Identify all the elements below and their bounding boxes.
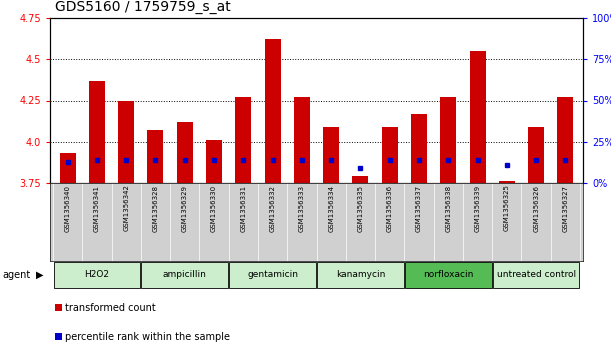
- Text: GSM1356339: GSM1356339: [475, 184, 481, 232]
- FancyBboxPatch shape: [229, 262, 316, 287]
- Text: GSM1356330: GSM1356330: [211, 184, 217, 232]
- Bar: [441, 97, 456, 183]
- Text: GSM1356327: GSM1356327: [563, 184, 568, 232]
- Bar: [469, 51, 486, 183]
- FancyBboxPatch shape: [405, 262, 492, 287]
- Text: GSM1356338: GSM1356338: [445, 184, 452, 232]
- Text: ampicillin: ampicillin: [163, 270, 207, 279]
- Text: transformed count: transformed count: [65, 303, 156, 313]
- Text: norfloxacin: norfloxacin: [423, 270, 474, 279]
- Text: GSM1356340: GSM1356340: [65, 184, 71, 232]
- Bar: [294, 97, 310, 183]
- Bar: [118, 101, 134, 183]
- Bar: [499, 182, 515, 183]
- Bar: [353, 176, 368, 183]
- Text: GSM1356331: GSM1356331: [240, 184, 246, 232]
- Text: GSM1356334: GSM1356334: [328, 184, 334, 232]
- Text: GSM1356337: GSM1356337: [416, 184, 422, 232]
- Text: kanamycin: kanamycin: [335, 270, 385, 279]
- Bar: [557, 97, 574, 183]
- Text: percentile rank within the sample: percentile rank within the sample: [65, 332, 230, 342]
- Text: GDS5160 / 1759759_s_at: GDS5160 / 1759759_s_at: [55, 0, 231, 14]
- FancyBboxPatch shape: [317, 262, 404, 287]
- Text: GSM1356335: GSM1356335: [357, 184, 364, 232]
- Text: GSM1356336: GSM1356336: [387, 184, 393, 232]
- FancyBboxPatch shape: [54, 262, 140, 287]
- Bar: [265, 40, 280, 183]
- FancyBboxPatch shape: [141, 262, 228, 287]
- Bar: [411, 114, 427, 183]
- Text: ▶: ▶: [36, 270, 44, 280]
- Bar: [177, 122, 192, 183]
- Text: GSM1356325: GSM1356325: [504, 184, 510, 232]
- Text: untreated control: untreated control: [497, 270, 576, 279]
- Text: gentamicin: gentamicin: [247, 270, 298, 279]
- Text: GSM1356329: GSM1356329: [181, 184, 188, 232]
- Bar: [59, 153, 76, 183]
- Bar: [528, 127, 544, 183]
- Text: H2O2: H2O2: [84, 270, 109, 279]
- Bar: [382, 127, 398, 183]
- Bar: [89, 81, 105, 183]
- Text: GSM1356332: GSM1356332: [269, 184, 276, 232]
- Bar: [147, 130, 164, 183]
- Text: GSM1356342: GSM1356342: [123, 184, 129, 232]
- Bar: [206, 140, 222, 183]
- Bar: [235, 97, 251, 183]
- Text: GSM1356333: GSM1356333: [299, 184, 305, 232]
- FancyBboxPatch shape: [493, 262, 579, 287]
- Text: GSM1356326: GSM1356326: [533, 184, 539, 232]
- Bar: [323, 127, 339, 183]
- Text: GSM1356328: GSM1356328: [152, 184, 158, 232]
- Text: GSM1356341: GSM1356341: [94, 184, 100, 232]
- Text: agent: agent: [2, 270, 31, 280]
